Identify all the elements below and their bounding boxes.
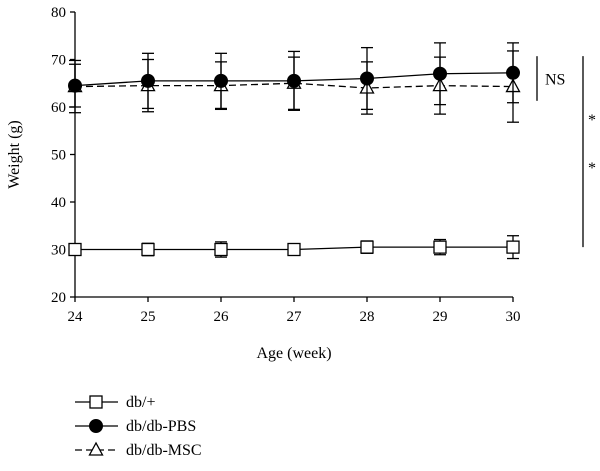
data-point-circle [360, 71, 374, 86]
data-point-square [141, 242, 155, 257]
data-point-circle [287, 73, 301, 88]
significance-star-label: * [588, 112, 596, 129]
data-point-circle [141, 73, 155, 88]
significance-star-label: * [588, 160, 596, 177]
data-point-circle [89, 419, 103, 433]
x-tick-label: 28 [360, 309, 375, 325]
series-db-db-pbs [68, 42, 520, 111]
x-tick-label: 29 [433, 309, 448, 325]
y-tick-label: 80 [51, 5, 66, 21]
significance-annotations: NS * * [536, 56, 596, 248]
y-tick-label: 40 [51, 195, 66, 211]
ns-label: NS [545, 72, 565, 89]
x-tick-label: 27 [287, 309, 303, 325]
y-tick-label: 30 [51, 243, 66, 259]
data-point-square [287, 242, 301, 257]
data-point-square [68, 242, 82, 257]
legend-label: db/+ [126, 394, 155, 411]
x-tick-label: 25 [141, 309, 156, 325]
legend: db/+ db/db-PBS db/db-MSC [75, 394, 202, 459]
y-tick-label: 50 [51, 148, 66, 164]
data-point-triangle [88, 441, 104, 456]
legend-label: db/db-MSC [126, 442, 202, 459]
data-point-circle [433, 66, 447, 81]
data-point-circle [506, 65, 520, 80]
x-axis-title: Age (week) [256, 345, 331, 362]
x-tick-label: 26 [214, 309, 230, 325]
x-tick-label: 24 [68, 309, 84, 325]
axes: 20 30 40 50 60 70 80 24 25 26 27 28 29 30 Age (week) We… [6, 5, 521, 362]
legend-item: db/db-MSC [75, 441, 202, 459]
y-tick-label: 60 [51, 100, 66, 116]
data-point-circle [214, 73, 228, 88]
data-point-square [214, 242, 228, 257]
y-tick-label: 70 [51, 53, 66, 69]
y-axis-title: Weight (g) [6, 120, 23, 188]
series-layer [67, 42, 521, 260]
data-point-square [506, 240, 520, 254]
legend-label: db/db-PBS [126, 418, 196, 435]
y-tick-label: 20 [51, 290, 66, 306]
legend-item: db/db-PBS [75, 418, 196, 435]
series-db- [68, 235, 520, 260]
data-point-square [433, 240, 447, 254]
x-tick-label: 30 [506, 309, 521, 325]
data-point-square [89, 395, 103, 409]
data-point-square [360, 240, 374, 254]
data-point-circle [68, 78, 82, 93]
legend-item: db/+ [75, 394, 155, 411]
